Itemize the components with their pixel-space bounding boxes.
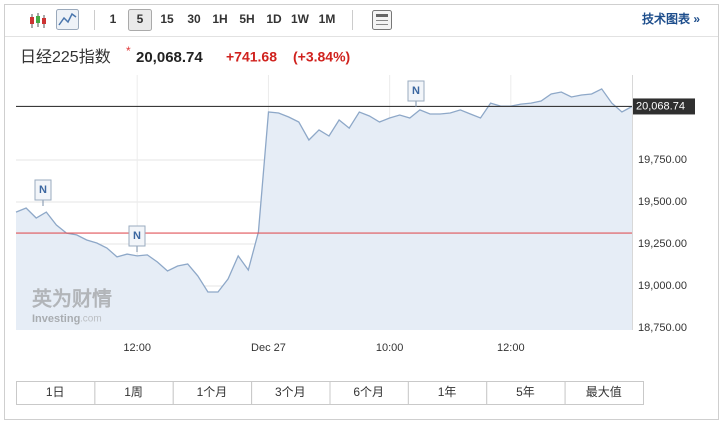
interval-button[interactable]: 1H [212,12,227,26]
y-tick-label: 18,750.00 [638,322,687,334]
range-label[interactable]: 1日 [46,385,65,399]
range-label[interactable]: 1年 [438,385,457,399]
change: +741.68 [226,49,277,65]
interval-button[interactable]: 15 [160,12,174,26]
x-tick-label: 10:00 [376,342,404,354]
candle-icon[interactable] [30,13,46,28]
interval-selected [128,9,152,31]
index-name: 日经225指数 [20,48,111,66]
news-marker-label[interactable]: N [133,230,141,242]
range-label[interactable]: 1个月 [197,385,228,399]
interval-button[interactable]: 5 [137,12,144,26]
watermark: 英为财情 Investing .com [32,286,112,325]
last-price-label: 20,068.74 [636,100,685,112]
news-marker[interactable] [34,179,52,201]
y-tick-label: 19,750.00 [638,154,687,166]
interval-button[interactable]: 1D [266,12,282,26]
news-marker-label[interactable]: N [39,184,47,196]
y-tick-label: 19,250.00 [638,238,687,250]
news-marker[interactable] [128,225,146,247]
technical-chart-link[interactable]: 技术图表 » [642,11,700,26]
x-tick-label: Dec 27 [251,342,286,354]
news-marker-label[interactable]: N [412,85,420,97]
last-price-box [633,98,695,115]
range-label[interactable]: 最大值 [586,384,622,399]
range-label[interactable]: 1周 [124,385,143,399]
interval-button[interactable]: 1 [110,12,117,26]
interval-button[interactable]: 30 [187,12,201,26]
area-fill [16,88,632,331]
watermark-site: Investing [32,313,80,325]
range-button[interactable] [564,381,644,405]
range-label[interactable]: 5年 [516,385,535,399]
y-tick-label: 19,000.00 [638,280,687,292]
table-icon[interactable] [372,10,392,30]
range-label[interactable]: 6个月 [353,385,384,399]
x-tick-label: 12:00 [123,342,151,354]
x-tick-label: 12:00 [497,342,525,354]
y-tick-label: 19,500.00 [638,196,687,208]
line-icon[interactable] [56,9,79,30]
interval-button[interactable]: 1W [291,12,310,26]
news-marker[interactable] [407,80,425,102]
watermark-domain: .com [80,314,102,325]
price: 20,068.74 [136,49,203,66]
price-line [15,88,633,293]
change-percent: (+3.84%) [293,49,350,65]
watermark-brand: 英为财情 [32,286,112,310]
interval-button[interactable]: 1M [319,12,336,26]
interval-button[interactable]: 5H [239,12,254,26]
range-label[interactable]: 3个月 [275,385,306,399]
live-dot: * [126,44,131,58]
